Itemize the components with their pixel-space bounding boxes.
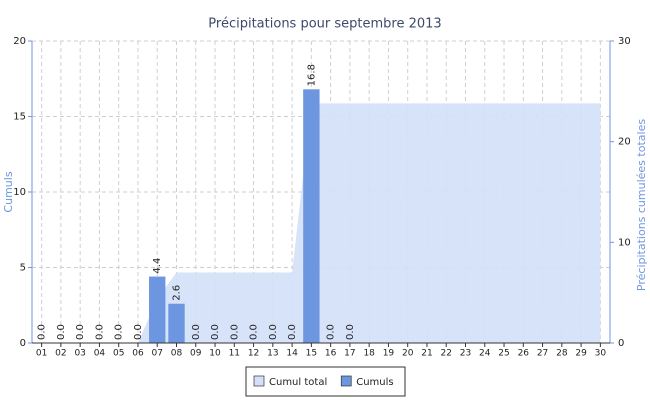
- x-tick-label: 20: [402, 349, 414, 359]
- legend-swatch: [253, 375, 265, 387]
- x-tick-label: 05: [113, 349, 124, 359]
- y2-tick-label: 20: [618, 137, 631, 148]
- x-tick-label: 25: [498, 349, 509, 359]
- x-tick-label: 09: [190, 349, 202, 359]
- area: [41, 103, 601, 343]
- value-label: 0.0: [133, 324, 144, 340]
- y2-tick-label: 30: [618, 36, 631, 47]
- x-tick-label: 19: [383, 349, 395, 359]
- value-label: 2.6: [172, 285, 183, 301]
- x-tick-label: 04: [94, 349, 106, 359]
- x-tick-label: 17: [344, 349, 355, 359]
- x-tick-label: 28: [556, 349, 568, 359]
- y-tick-label: 5: [20, 263, 26, 274]
- x-tick-label: 14: [286, 349, 298, 359]
- value-label: 0.0: [287, 324, 298, 340]
- x-tick-label: 15: [306, 349, 317, 359]
- x-tick-label: 23: [460, 349, 471, 359]
- y2-tick-label: 10: [618, 237, 631, 248]
- y-tick-label: 15: [13, 112, 26, 123]
- x-tick-label: 27: [537, 349, 548, 359]
- value-label: 0.0: [268, 324, 279, 340]
- bar: [303, 89, 320, 343]
- x-tick-label: 07: [152, 349, 163, 359]
- x-tick-label: 22: [441, 349, 452, 359]
- value-label: 0.0: [326, 324, 337, 340]
- x-tick-label: 16: [325, 349, 337, 359]
- bar: [149, 276, 166, 343]
- x-tick-label: 06: [132, 349, 144, 359]
- value-label: 0.0: [75, 324, 86, 340]
- y2-tick-label: 0: [618, 338, 624, 349]
- value-label: 0.0: [56, 324, 67, 340]
- x-tick-label: 30: [595, 349, 607, 359]
- x-tick-label: 01: [36, 349, 47, 359]
- x-tick-label: 18: [363, 349, 375, 359]
- legend-label: Cumuls: [356, 377, 393, 388]
- y-tick-label: 20: [13, 36, 26, 47]
- x-tick-label: 26: [518, 349, 530, 359]
- x-tick-label: 02: [55, 349, 66, 359]
- x-tick-label: 11: [229, 349, 240, 359]
- value-label: 4.4: [152, 258, 163, 274]
- value-label: 0.0: [249, 324, 260, 340]
- y-axis-label: Cumuls: [2, 171, 15, 212]
- x-tick-label: 10: [209, 349, 221, 359]
- value-label: 0.0: [114, 324, 125, 340]
- x-tick-label: 12: [248, 349, 259, 359]
- x-tick-label: 29: [575, 349, 587, 359]
- x-tick-label: 03: [74, 349, 85, 359]
- y-tick-label: 0: [20, 338, 26, 349]
- value-label: 0.0: [37, 324, 48, 340]
- chart-title: Précipitations pour septembre 2013: [208, 17, 441, 32]
- legend-swatch: [340, 375, 352, 387]
- value-label: 0.0: [94, 324, 105, 340]
- value-label: 0.0: [229, 324, 240, 340]
- bar: [168, 303, 185, 343]
- value-label: 0.0: [345, 324, 356, 340]
- y-tick-label: 10: [13, 187, 26, 198]
- x-tick-label: 13: [267, 349, 278, 359]
- x-tick-label: 08: [171, 349, 183, 359]
- x-tick-label: 21: [421, 349, 432, 359]
- legend-label: Cumul total: [269, 377, 327, 388]
- x-tick-label: 24: [479, 349, 491, 359]
- value-label: 16.8: [306, 64, 317, 86]
- y2-axis-label: Précipitations cumulées totales: [635, 119, 648, 291]
- legend-box: [245, 366, 406, 397]
- value-label: 0.0: [210, 324, 221, 340]
- value-label: 0.0: [191, 324, 202, 340]
